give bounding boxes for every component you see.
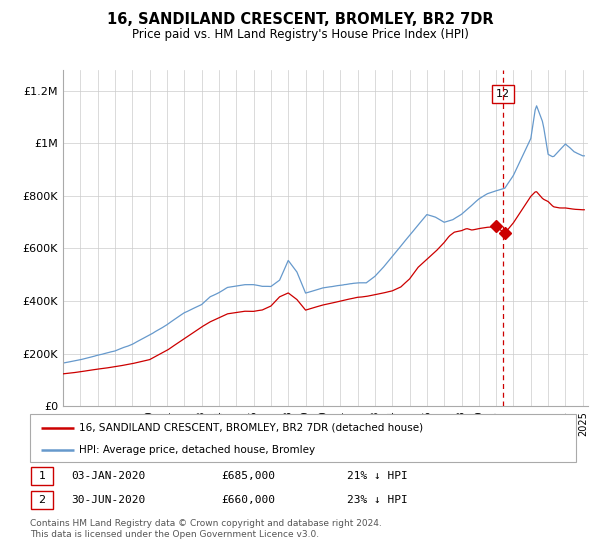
Text: 16, SANDILAND CRESCENT, BROMLEY, BR2 7DR: 16, SANDILAND CRESCENT, BROMLEY, BR2 7DR	[107, 12, 493, 27]
Bar	[31, 466, 53, 486]
Text: £660,000: £660,000	[221, 495, 275, 505]
Text: Price paid vs. HM Land Registry's House Price Index (HPI): Price paid vs. HM Land Registry's House …	[131, 28, 469, 41]
Text: £685,000: £685,000	[221, 471, 275, 481]
Text: 16, SANDILAND CRESCENT, BROMLEY, BR2 7DR (detached house): 16, SANDILAND CRESCENT, BROMLEY, BR2 7DR…	[79, 423, 423, 433]
Text: 30-JUN-2020: 30-JUN-2020	[71, 495, 145, 505]
Text: Contains HM Land Registry data © Crown copyright and database right 2024.
This d: Contains HM Land Registry data © Crown c…	[30, 519, 382, 539]
Text: 12: 12	[496, 88, 510, 99]
Text: 2: 2	[38, 495, 46, 505]
Text: 03-JAN-2020: 03-JAN-2020	[71, 471, 145, 481]
Text: 23% ↓ HPI: 23% ↓ HPI	[347, 495, 407, 505]
Text: 21% ↓ HPI: 21% ↓ HPI	[347, 471, 407, 481]
Bar	[31, 491, 53, 510]
Text: 1: 1	[38, 471, 46, 481]
Text: HPI: Average price, detached house, Bromley: HPI: Average price, detached house, Brom…	[79, 445, 315, 455]
